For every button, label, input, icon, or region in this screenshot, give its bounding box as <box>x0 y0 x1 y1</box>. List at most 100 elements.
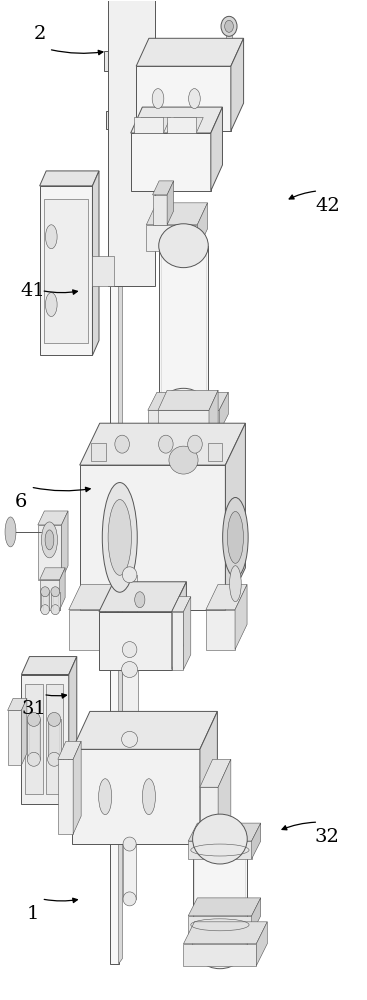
Polygon shape <box>153 181 174 195</box>
Bar <box>51 592 60 610</box>
Bar <box>92 256 114 286</box>
Polygon shape <box>184 597 191 670</box>
Polygon shape <box>21 675 69 804</box>
Polygon shape <box>218 759 231 844</box>
Polygon shape <box>58 759 73 834</box>
Polygon shape <box>99 582 186 612</box>
Polygon shape <box>69 657 77 804</box>
Polygon shape <box>40 171 99 186</box>
Bar <box>109 0 155 286</box>
Ellipse shape <box>188 435 202 453</box>
Ellipse shape <box>193 919 247 969</box>
Ellipse shape <box>121 662 138 678</box>
Ellipse shape <box>123 837 136 851</box>
Bar <box>193 839 247 944</box>
Polygon shape <box>188 916 252 934</box>
Polygon shape <box>200 711 217 844</box>
Polygon shape <box>197 203 208 251</box>
Polygon shape <box>148 392 228 410</box>
Bar <box>44 199 88 343</box>
Polygon shape <box>80 423 246 465</box>
Bar <box>91 443 106 461</box>
Ellipse shape <box>159 388 208 432</box>
Ellipse shape <box>122 642 137 658</box>
Ellipse shape <box>193 814 247 864</box>
Polygon shape <box>209 390 218 460</box>
Polygon shape <box>80 465 225 610</box>
Ellipse shape <box>41 587 50 597</box>
Polygon shape <box>158 390 218 410</box>
Polygon shape <box>146 225 197 251</box>
Polygon shape <box>40 580 60 610</box>
Polygon shape <box>167 117 203 133</box>
Ellipse shape <box>159 224 208 268</box>
Polygon shape <box>206 610 235 650</box>
Polygon shape <box>119 41 122 964</box>
Bar <box>41 592 50 610</box>
Ellipse shape <box>99 779 112 815</box>
Polygon shape <box>184 944 256 966</box>
Polygon shape <box>69 610 105 650</box>
Ellipse shape <box>51 587 60 597</box>
Polygon shape <box>256 922 267 966</box>
Ellipse shape <box>121 731 138 747</box>
Polygon shape <box>172 597 191 612</box>
Bar <box>208 443 222 461</box>
Ellipse shape <box>135 592 145 608</box>
Polygon shape <box>92 171 99 355</box>
Bar <box>46 684 63 794</box>
Bar <box>40 186 92 355</box>
Polygon shape <box>146 203 208 225</box>
Ellipse shape <box>152 89 164 109</box>
Polygon shape <box>72 711 217 749</box>
Ellipse shape <box>48 752 61 766</box>
Ellipse shape <box>122 567 137 583</box>
Polygon shape <box>184 922 267 944</box>
Bar <box>121 670 138 739</box>
Polygon shape <box>136 66 231 131</box>
Bar <box>25 684 43 794</box>
Ellipse shape <box>102 483 137 592</box>
Ellipse shape <box>27 752 40 766</box>
Polygon shape <box>62 511 68 580</box>
Polygon shape <box>206 585 247 610</box>
Ellipse shape <box>45 530 54 550</box>
Polygon shape <box>225 423 246 610</box>
Polygon shape <box>60 568 65 610</box>
Polygon shape <box>158 410 209 460</box>
Polygon shape <box>38 511 68 525</box>
Polygon shape <box>105 585 117 650</box>
Polygon shape <box>8 698 27 710</box>
Polygon shape <box>200 759 231 787</box>
Polygon shape <box>21 698 27 765</box>
Polygon shape <box>58 741 81 759</box>
Ellipse shape <box>51 605 60 615</box>
Bar <box>226 26 232 38</box>
Bar <box>123 844 136 899</box>
Polygon shape <box>21 657 77 675</box>
Bar <box>167 117 196 133</box>
Polygon shape <box>172 582 186 670</box>
Ellipse shape <box>108 500 131 575</box>
Ellipse shape <box>5 517 16 547</box>
Text: 42: 42 <box>315 197 340 215</box>
Polygon shape <box>69 585 117 610</box>
Polygon shape <box>8 710 21 765</box>
Polygon shape <box>40 568 65 580</box>
Ellipse shape <box>46 293 57 317</box>
Bar <box>105 51 124 71</box>
Polygon shape <box>136 38 244 66</box>
Polygon shape <box>99 612 172 670</box>
Bar <box>134 117 163 133</box>
Ellipse shape <box>221 16 237 36</box>
Bar <box>159 246 208 410</box>
Ellipse shape <box>41 522 58 558</box>
Ellipse shape <box>27 712 40 726</box>
Polygon shape <box>252 898 261 934</box>
Polygon shape <box>235 585 247 650</box>
Polygon shape <box>200 787 218 844</box>
Text: 6: 6 <box>15 493 28 511</box>
Ellipse shape <box>115 435 130 453</box>
Text: 41: 41 <box>20 282 45 300</box>
Ellipse shape <box>46 225 57 249</box>
